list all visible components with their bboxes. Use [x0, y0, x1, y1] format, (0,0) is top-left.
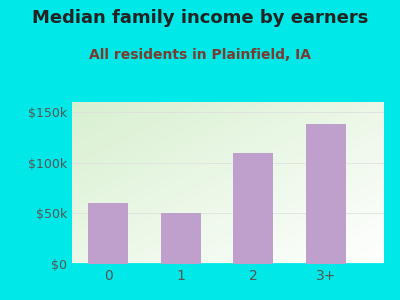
- Bar: [306, 124, 346, 264]
- Text: Median family income by earners: Median family income by earners: [32, 9, 368, 27]
- Bar: [161, 213, 201, 264]
- Bar: [88, 203, 128, 264]
- Bar: [234, 153, 273, 264]
- Text: All residents in Plainfield, IA: All residents in Plainfield, IA: [89, 48, 311, 62]
